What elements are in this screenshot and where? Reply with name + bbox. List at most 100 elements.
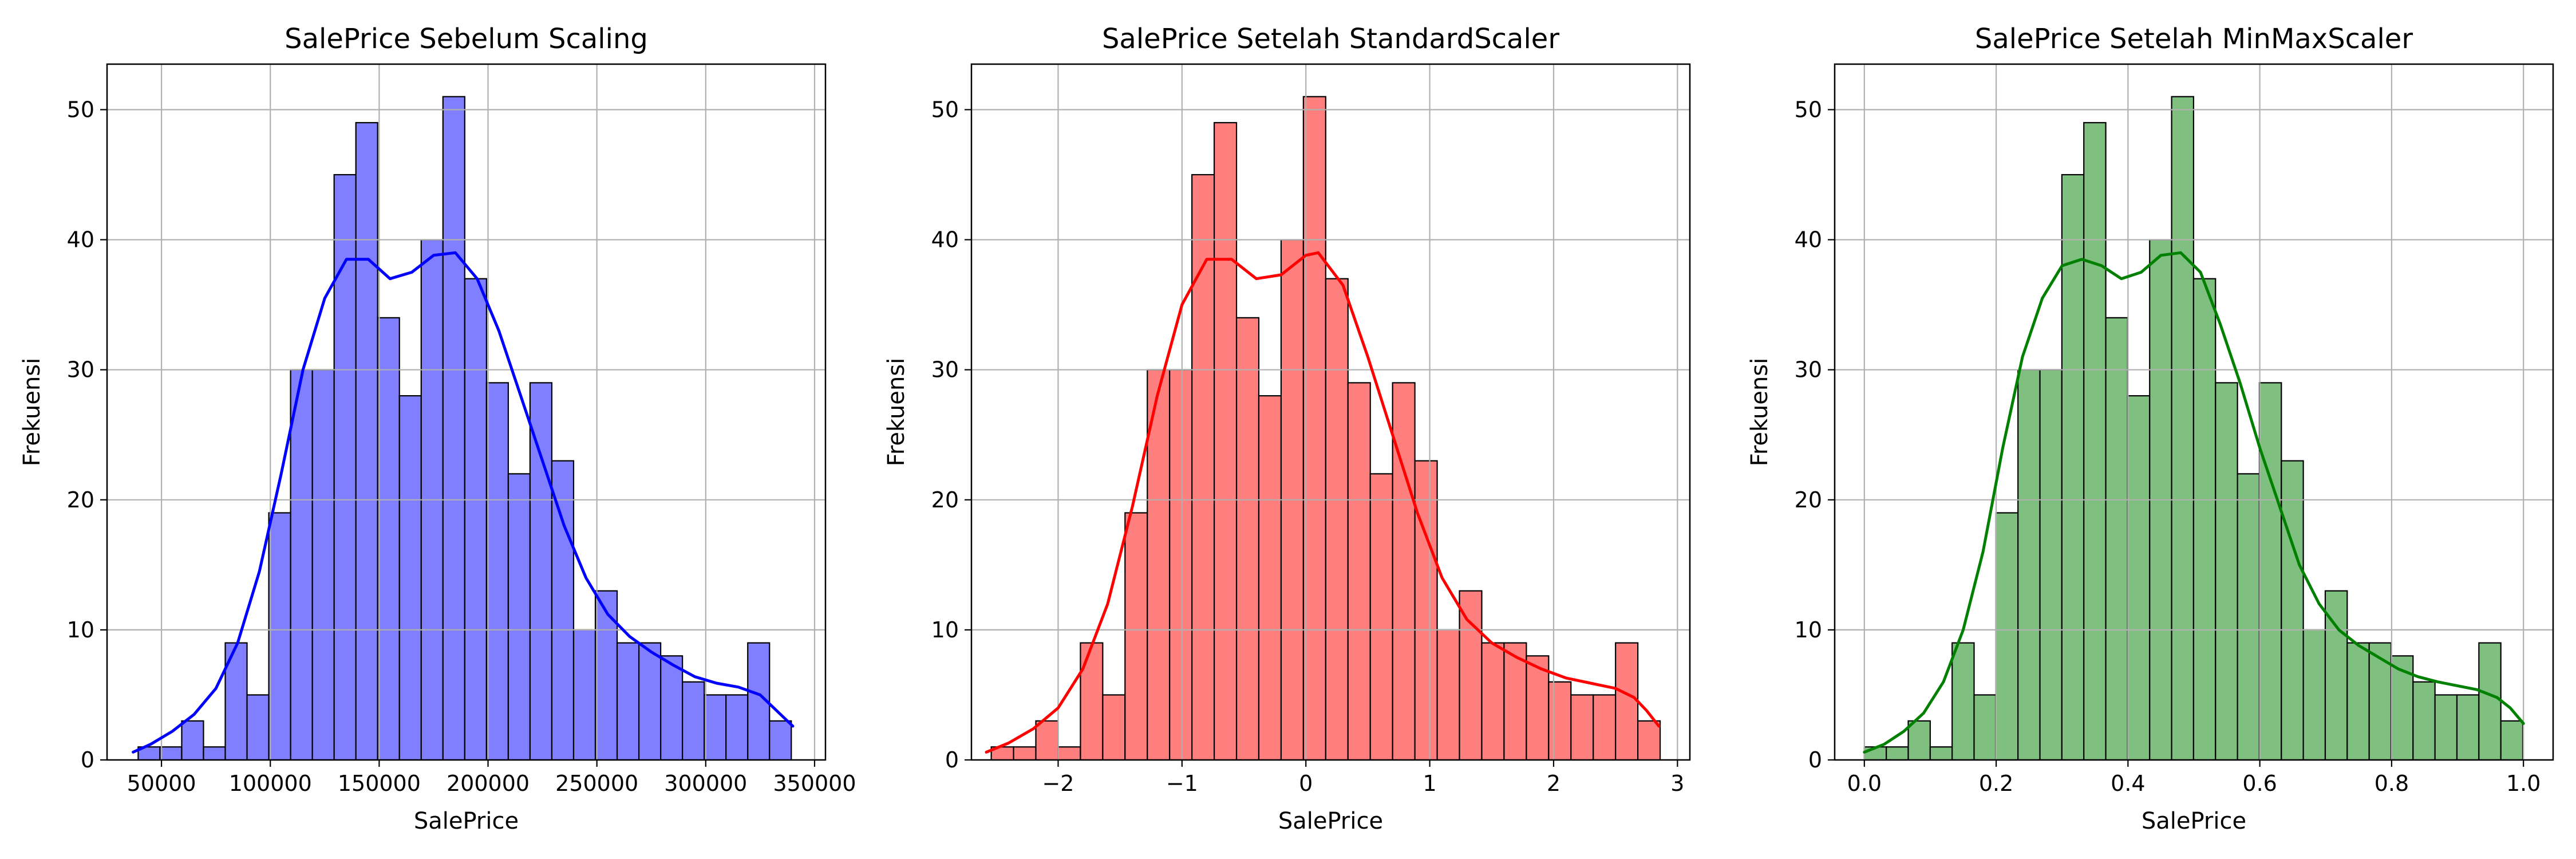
histogram-bar bbox=[464, 278, 487, 761]
histogram-bar bbox=[2500, 720, 2524, 761]
x-tick-label: 2 bbox=[1547, 771, 1560, 796]
axes-frame bbox=[970, 63, 1691, 761]
histogram-bar bbox=[1570, 694, 1594, 761]
x-tick-label: 0.2 bbox=[1979, 771, 2013, 796]
chart-title: SalePrice Setelah MinMaxScaler bbox=[1975, 23, 2413, 55]
y-tick-label: 20 bbox=[931, 487, 959, 513]
histogram-bar bbox=[1102, 694, 1126, 761]
histogram-bar bbox=[1325, 278, 1349, 761]
histogram-bar bbox=[2478, 642, 2502, 761]
y-tick-label: 20 bbox=[1795, 487, 1822, 513]
histogram-bar bbox=[2237, 473, 2261, 761]
histogram-bar bbox=[1995, 512, 2019, 761]
histogram-bar bbox=[2434, 694, 2458, 761]
x-tick-label: −1 bbox=[1166, 771, 1198, 796]
x-tick-label: 350000 bbox=[773, 771, 856, 796]
histogram-bar bbox=[682, 681, 705, 761]
histogram-bar bbox=[1637, 720, 1661, 761]
histogram-bar bbox=[377, 317, 400, 761]
histogram-bar bbox=[1503, 642, 1527, 761]
histogram-bar bbox=[2017, 369, 2041, 761]
y-tick-label: 50 bbox=[67, 97, 94, 122]
x-tick-label: 100000 bbox=[229, 771, 312, 796]
histogram-bar bbox=[660, 655, 683, 761]
x-tick-label: 300000 bbox=[664, 771, 747, 796]
histogram-bar bbox=[2346, 642, 2370, 761]
y-tick-label: 10 bbox=[67, 617, 94, 643]
y-tick-label: 30 bbox=[67, 357, 94, 383]
histogram-bar bbox=[2215, 382, 2238, 761]
histogram-bar bbox=[2105, 317, 2129, 761]
histogram-bar bbox=[1951, 642, 1975, 761]
histogram-bar bbox=[1481, 642, 1505, 761]
histogram-bar bbox=[159, 746, 183, 761]
chart-title: SalePrice Setelah StandardScaler bbox=[1102, 23, 1559, 55]
chart-panel-3: 0.0 0.2 0.4 0.6 0.8 1.0 0 10 20 30 40 50 SalePrice S… bbox=[1747, 23, 2554, 834]
axes-frame bbox=[1834, 63, 2554, 761]
histogram-bar bbox=[769, 720, 792, 761]
histogram-bar bbox=[1459, 590, 1483, 761]
x-tick-label: 0.0 bbox=[1847, 771, 1882, 796]
y-tick-label: 40 bbox=[1795, 227, 1822, 253]
histogram-bar bbox=[1057, 746, 1081, 761]
x-tick-label: 250000 bbox=[555, 771, 638, 796]
y-tick-label: 0 bbox=[1808, 747, 1822, 773]
histogram-bar bbox=[246, 694, 270, 761]
histogram-bar bbox=[398, 395, 422, 761]
x-axis-label: SalePrice bbox=[1278, 808, 1383, 834]
y-tick-label: 50 bbox=[931, 97, 959, 122]
histogram-bar bbox=[181, 720, 204, 761]
histogram-bar bbox=[268, 512, 291, 761]
histogram-bar bbox=[485, 382, 509, 761]
histogram-bar bbox=[1013, 746, 1037, 761]
histogram-bar bbox=[1907, 720, 1931, 761]
x-tick-label: 3 bbox=[1670, 771, 1684, 796]
y-tick-label: 10 bbox=[931, 617, 959, 643]
chart-panel-1: 50000 100000 150000 200000 250000 300000 35000… bbox=[19, 23, 856, 834]
kde-curve bbox=[1863, 251, 2525, 754]
histogram-bar bbox=[1973, 694, 1997, 761]
x-tick-label: 1.0 bbox=[2506, 771, 2541, 796]
histogram-bar bbox=[2192, 278, 2217, 761]
histogram-bar bbox=[1258, 395, 1282, 761]
y-axis-label: Frekuensi bbox=[1747, 358, 1773, 466]
x-tick-label: −2 bbox=[1042, 771, 1074, 796]
y-axis-label: Frekuensi bbox=[19, 358, 45, 466]
y-tick-label: 30 bbox=[1795, 357, 1822, 383]
histogram-bar bbox=[2302, 629, 2326, 761]
histogram-bar bbox=[442, 96, 465, 761]
y-tick-label: 40 bbox=[931, 227, 959, 253]
x-axis-label: SalePrice bbox=[414, 808, 519, 834]
histogram-bar bbox=[1615, 642, 1639, 761]
histogram-bar bbox=[725, 694, 749, 761]
histogram-bar bbox=[1147, 369, 1171, 761]
kde-curve bbox=[132, 251, 795, 754]
kde-curve bbox=[985, 251, 1661, 754]
x-tick-label: 0.8 bbox=[2374, 771, 2409, 796]
histogram-bar bbox=[1080, 642, 1104, 761]
y-tick-label: 0 bbox=[945, 747, 959, 773]
histogram-bar bbox=[594, 590, 618, 761]
histogram-bar bbox=[2456, 694, 2480, 761]
histogram-bar bbox=[1392, 382, 1416, 761]
histogram-bar bbox=[2127, 395, 2151, 761]
histogram-bar bbox=[333, 174, 357, 761]
histogram-bar bbox=[1235, 317, 1260, 761]
x-tick-label: 200000 bbox=[447, 771, 530, 796]
histogram-bar bbox=[2061, 174, 2085, 761]
histogram-bar bbox=[551, 460, 575, 761]
histogram-bar bbox=[1436, 629, 1460, 761]
histogram-bar bbox=[1035, 720, 1059, 761]
histogram-bar bbox=[507, 473, 531, 761]
chart-title: SalePrice Sebelum Scaling bbox=[285, 23, 648, 55]
y-tick-label: 20 bbox=[67, 487, 94, 513]
histogram-bar bbox=[1414, 460, 1438, 761]
histogram-bar bbox=[638, 642, 662, 761]
histogram-bar bbox=[2039, 369, 2063, 761]
x-tick-label: 50000 bbox=[127, 771, 196, 796]
histogram-bar bbox=[311, 369, 335, 761]
y-tick-label: 30 bbox=[931, 357, 959, 383]
histogram-bar bbox=[290, 369, 313, 761]
